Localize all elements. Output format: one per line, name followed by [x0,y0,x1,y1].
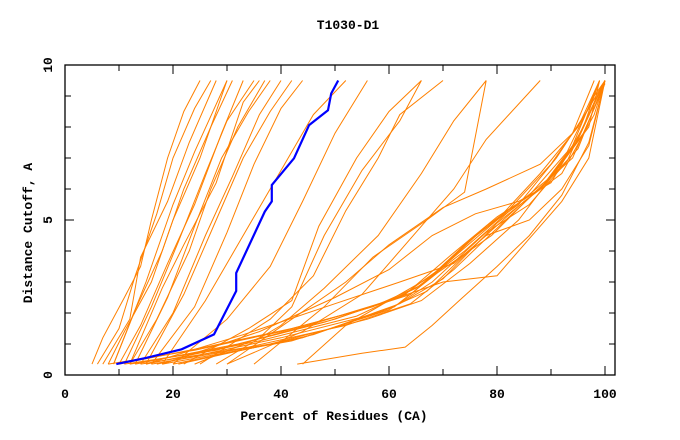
y-tick-label: 5 [41,216,56,224]
x-tick-label: 100 [593,387,617,402]
series-line-6 [123,80,255,365]
series-line-12 [129,80,260,365]
y-tick-labels: 0 5 10 [41,57,56,379]
tick-marks [64,64,615,376]
series-line-14 [161,80,347,365]
series-line-20 [194,80,422,365]
series-line-4 [113,80,233,365]
series-line-15 [172,80,368,365]
series-line-22 [118,80,606,365]
series-line-25 [135,80,601,365]
chart-title: T1030-D1 [317,18,380,33]
series-line-10 [145,80,293,365]
series-line-35 [162,80,601,365]
series-line-24 [129,80,606,365]
series-line-13 [113,80,228,365]
series-line-8 [134,80,271,365]
series-line-1 [96,80,212,365]
x-tick-label: 60 [381,387,397,402]
series-line-19 [226,80,541,365]
highlight-series-line [116,79,340,366]
x-tick-label: 0 [61,387,69,402]
y-axis-label: Distance Cutoff, A [21,163,36,304]
series-line-18 [215,80,487,365]
series-line-9 [140,80,282,365]
x-tick-label: 40 [273,387,289,402]
y-tick-label: 0 [41,371,56,379]
series-line-28 [151,80,601,365]
series-line-34 [145,80,606,365]
series-line-32 [178,80,606,365]
series-line-7 [129,80,266,365]
series-line-30 [162,80,606,365]
x-axis-label: Percent of Residues (CA) [240,409,427,424]
x-tick-label: 80 [489,387,505,402]
series-line-2 [102,80,217,365]
series-line-17 [199,80,444,365]
x-tick-labels: 0 20 40 60 80 100 [61,387,617,402]
plot-frame [64,64,616,376]
series-group [91,79,606,366]
series-line-37 [253,80,487,365]
series-line-11 [151,80,303,365]
series-line-26 [140,80,606,365]
series-line-38 [302,80,606,365]
series-line-16 [183,80,422,365]
x-tick-label: 20 [165,387,181,402]
series-line-0 [91,80,201,365]
y-tick-label: 10 [41,57,56,73]
series-line-33 [297,80,606,365]
